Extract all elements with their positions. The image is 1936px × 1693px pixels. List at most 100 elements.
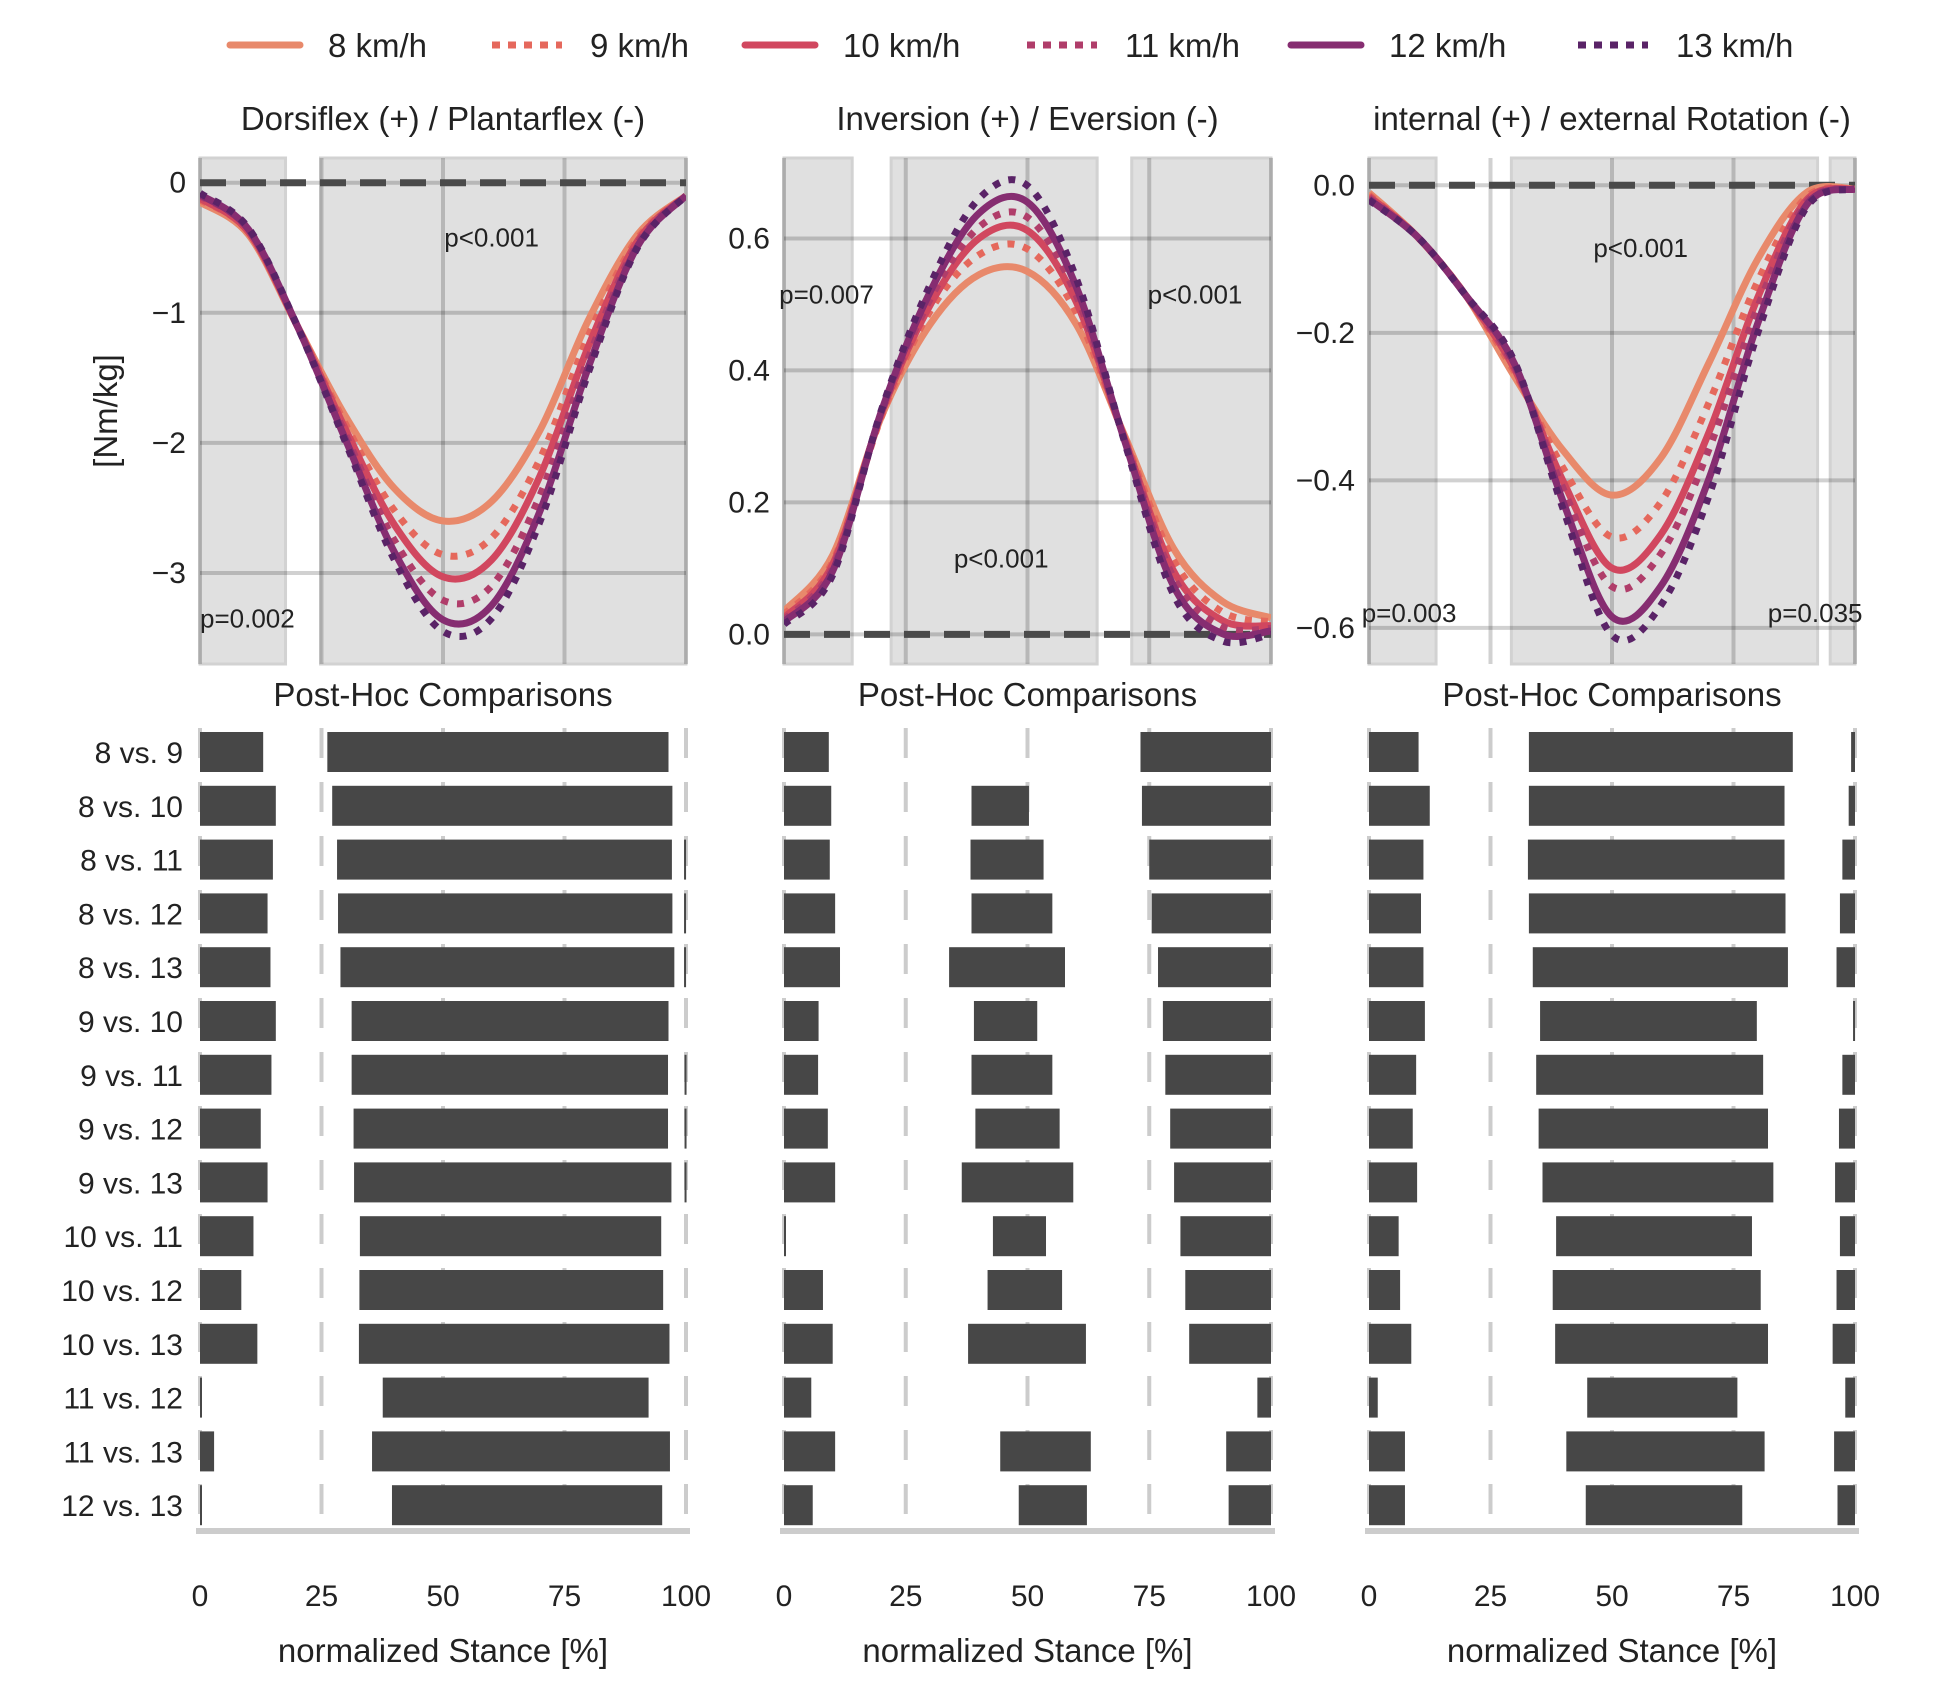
significance-bar: [1158, 947, 1271, 988]
comparison-label: 8 vs. 9: [95, 737, 183, 770]
significance-bar: [382, 1377, 649, 1418]
significance-bar: [1369, 893, 1422, 934]
significance-bar: [971, 1054, 1053, 1095]
significance-bar: [340, 947, 675, 988]
x-tick-label: 25: [305, 1580, 338, 1613]
significance-bar: [1185, 1270, 1271, 1310]
significance-bar: [784, 839, 830, 880]
line-panel-1: 0 −1 −2 −3 Dorsiflex (+) / Plantarflex (-) [N…: [87, 100, 688, 666]
significance-bar: [784, 1001, 819, 1041]
significance-bar: [973, 1001, 1038, 1041]
legend-label: 9 km/h: [590, 27, 689, 64]
y-axis-label: [Nm/kg]: [87, 354, 124, 468]
significance-bar: [1369, 1323, 1412, 1364]
significance-bar: [1174, 1162, 1271, 1203]
significance-bar: [1848, 785, 1855, 826]
p-value-annotation: p=0.035: [1768, 598, 1863, 628]
significance-bar: [784, 1377, 812, 1418]
significance-bar: [1851, 732, 1855, 772]
significance-bar: [1149, 839, 1271, 880]
significance-bar: [1151, 893, 1271, 934]
significance-bar: [784, 1485, 813, 1526]
series-line-12-km-h: [784, 192, 1271, 640]
legend-label: 10 km/h: [843, 27, 960, 64]
significance-bar: [337, 839, 672, 880]
significance-bar: [1228, 1485, 1271, 1526]
significance-bar: [684, 947, 687, 988]
legend-label: 11 km/h: [1125, 27, 1240, 64]
significance-bar: [1834, 1431, 1855, 1472]
x-tick-label: 50: [1011, 1580, 1044, 1613]
x-tick-label: 25: [889, 1580, 922, 1613]
significance-bar: [1369, 1001, 1425, 1041]
significance-bar: [1528, 785, 1785, 826]
series-group: [200, 190, 686, 641]
comparison-label: 10 vs. 12: [61, 1275, 183, 1308]
p-value-annotation: p<0.001: [1593, 233, 1688, 263]
posthoc-panel-2: Post-Hoc Comparisons 0 25 50 75 100 normalized…: [776, 676, 1296, 1669]
y-tick-label: 0: [169, 167, 186, 200]
significance-bar: [200, 1485, 202, 1526]
posthoc-title: Post-Hoc Comparisons: [273, 676, 612, 713]
significance-bar: [1853, 1001, 1856, 1041]
significance-bar: [975, 1108, 1060, 1149]
significance-bar: [784, 785, 832, 826]
significance-bar: [1180, 1216, 1271, 1257]
comparison-label: 9 vs. 11: [80, 1060, 183, 1093]
significance-bar: [1257, 1377, 1271, 1418]
significance-bar: [200, 1054, 272, 1095]
significance-bar: [1536, 1054, 1764, 1095]
y-tick-label: −0.4: [1296, 464, 1355, 497]
significance-bar: [338, 893, 673, 934]
y-tick-label: 0.6: [728, 222, 770, 255]
comparison-label: 12 vs. 13: [61, 1490, 183, 1523]
line-panel-3: 0.0 −0.2 −0.4 −0.6 internal (+) / external R…: [1296, 100, 1863, 666]
panel-title: Inversion (+) / Eversion (-): [836, 100, 1218, 137]
significance-bar: [784, 1162, 836, 1203]
significance-bar: [1566, 1431, 1765, 1472]
significant-region: [1828, 156, 1857, 666]
significance-bar: [949, 947, 1065, 988]
significance-bar: [1832, 1323, 1855, 1364]
significance-bar: [200, 1323, 258, 1364]
x-tick-label: 25: [1474, 1580, 1507, 1613]
significance-bar: [1141, 785, 1271, 826]
significance-bar: [354, 1162, 672, 1203]
significance-bar: [992, 1216, 1047, 1257]
significance-bar: [1555, 1323, 1769, 1364]
significance-bar: [332, 785, 673, 826]
x-tick-label: 100: [1246, 1580, 1296, 1613]
significance-bar: [784, 1270, 823, 1310]
comparison-label: 9 vs. 10: [78, 1006, 183, 1039]
y-tick-label: 0.0: [1313, 169, 1355, 202]
significance-bar: [1226, 1431, 1271, 1472]
significance-bar: [1369, 785, 1430, 826]
significance-bar: [1552, 1270, 1761, 1310]
significance-bar: [359, 1216, 662, 1257]
significance-bar: [200, 893, 268, 934]
p-value-annotation: p=0.003: [1362, 598, 1457, 628]
significance-bar: [970, 839, 1044, 880]
significant-region: [889, 156, 1099, 666]
comparison-label: 8 vs. 13: [78, 952, 183, 985]
legend-label: 8 km/h: [328, 27, 427, 64]
significance-bar: [1835, 1162, 1855, 1203]
p-value-annotation: p=0.002: [200, 603, 295, 633]
panel-title: Dorsiflex (+) / Plantarflex (-): [241, 100, 645, 137]
significance-bar: [1369, 1485, 1405, 1526]
significance-bar: [200, 839, 273, 880]
significance-bar: [784, 893, 836, 934]
significant-region: [1367, 156, 1438, 666]
comparison-label: 11 vs. 12: [63, 1383, 183, 1416]
significance-bar: [1369, 1216, 1399, 1257]
x-tick-label: 0: [776, 1580, 793, 1613]
comparison-label: 11 vs. 13: [63, 1436, 183, 1469]
significance-bar: [1528, 732, 1793, 772]
series-group: [784, 176, 1271, 647]
series-line-13-km-h: [200, 190, 686, 641]
significance-bar: [987, 1270, 1063, 1310]
significance-bar: [968, 1323, 1086, 1364]
significance-bar: [1842, 1054, 1855, 1095]
comparison-label: 9 vs. 12: [78, 1114, 183, 1147]
